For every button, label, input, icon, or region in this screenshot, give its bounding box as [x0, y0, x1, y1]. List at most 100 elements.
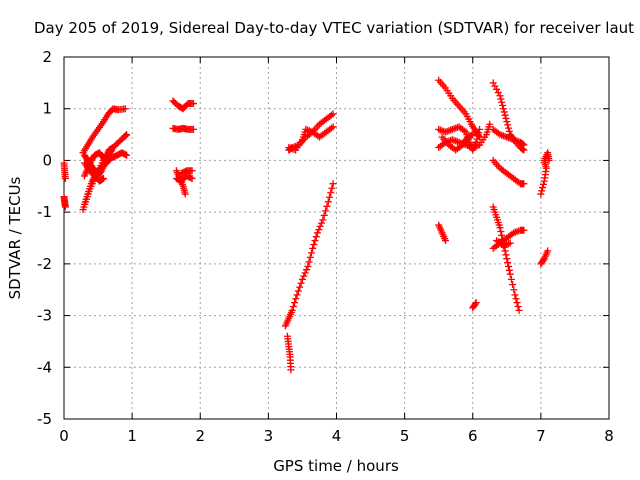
- data-point-marker: [329, 180, 337, 188]
- data-point-marker: [307, 249, 315, 257]
- data-point-marker: [507, 275, 515, 283]
- data-point-marker: [520, 141, 528, 149]
- data-point-marker: [497, 228, 505, 236]
- x-tick-label: 5: [400, 427, 410, 445]
- data-point-marker: [303, 266, 311, 274]
- grid: [64, 57, 609, 419]
- data-point-marker: [506, 270, 514, 278]
- data-point-marker: [502, 114, 510, 122]
- data-point-marker: [504, 259, 512, 267]
- data-point-marker: [181, 190, 189, 198]
- data-point-marker: [497, 95, 505, 103]
- data-point-marker: [545, 156, 553, 164]
- data-point-marker: [503, 118, 511, 126]
- data-point-marker: [538, 187, 546, 195]
- data-point-marker: [329, 110, 337, 118]
- data-point-marker: [501, 111, 509, 119]
- y-tick-label: 1: [42, 100, 52, 118]
- data-point-marker: [288, 306, 296, 314]
- x-tick-label: 2: [195, 427, 205, 445]
- x-axis-label: GPS time / hours: [273, 457, 399, 475]
- data-point-marker: [323, 202, 331, 210]
- data-point-marker: [475, 129, 483, 137]
- data-point-marker: [305, 258, 313, 266]
- data-point-marker: [496, 92, 504, 100]
- data-point-marker: [188, 175, 196, 183]
- data-point-marker: [316, 222, 324, 230]
- data-point-marker: [324, 198, 332, 206]
- data-point-marker: [318, 219, 326, 227]
- data-point-marker: [310, 240, 318, 248]
- data-point-marker: [511, 291, 519, 299]
- data-point-marker: [107, 147, 115, 155]
- data-point-marker: [515, 306, 523, 314]
- data-point-marker: [520, 180, 528, 188]
- y-tick-label: 0: [42, 151, 52, 169]
- y-tick-label: -1: [37, 203, 52, 221]
- x-tick-label: 0: [59, 427, 69, 445]
- x-tick-label: 6: [468, 427, 478, 445]
- data-point-marker: [498, 231, 506, 239]
- data-points: [60, 76, 553, 374]
- data-point-marker: [491, 82, 499, 90]
- data-point-marker: [513, 299, 521, 307]
- data-point-marker: [301, 269, 309, 277]
- data-point-marker: [123, 151, 131, 159]
- data-point-marker: [506, 239, 514, 247]
- y-tick-labels: -5 -4 -3 -2 -1 0 1 2: [37, 48, 52, 428]
- data-point-marker: [494, 89, 502, 97]
- data-point-marker: [312, 233, 320, 241]
- data-point-marker: [297, 279, 305, 287]
- data-point-marker: [504, 121, 512, 129]
- data-point-marker: [327, 189, 335, 197]
- data-point-marker: [486, 120, 494, 128]
- data-point-marker: [123, 131, 131, 139]
- y-tick-label: -4: [37, 358, 52, 376]
- data-point-marker: [505, 124, 513, 132]
- data-point-marker: [510, 286, 518, 294]
- data-point-marker: [319, 216, 327, 224]
- y-tick-label: -3: [37, 307, 52, 325]
- data-point-marker: [537, 190, 545, 198]
- data-point-marker: [322, 207, 330, 215]
- data-point-marker: [313, 229, 321, 237]
- data-point-marker: [329, 123, 337, 131]
- data-point-marker: [474, 132, 482, 140]
- data-point-marker: [469, 131, 477, 139]
- data-point-marker: [496, 224, 504, 232]
- data-point-marker: [442, 237, 449, 245]
- data-point-marker: [300, 272, 308, 280]
- data-point-marker: [505, 266, 513, 274]
- x-tick-label: 3: [264, 427, 274, 445]
- data-point-marker: [320, 211, 328, 219]
- chart-title: Day 205 of 2019, Sidereal Day-to-day VTE…: [34, 19, 634, 37]
- data-point-marker: [311, 237, 319, 245]
- data-point-marker: [188, 167, 196, 175]
- data-point-marker: [503, 255, 511, 263]
- x-tick-label: 7: [536, 427, 546, 445]
- data-point-marker: [189, 100, 197, 108]
- y-tick-label: -2: [37, 255, 52, 273]
- data-point-marker: [505, 262, 513, 270]
- data-point-marker: [291, 299, 299, 307]
- data-point-marker: [499, 101, 507, 109]
- data-point-marker: [473, 135, 481, 143]
- data-point-marker: [493, 85, 501, 93]
- data-point-marker: [293, 291, 301, 299]
- data-point-marker: [471, 300, 479, 308]
- data-point-marker: [108, 146, 116, 154]
- data-point-marker: [544, 247, 552, 255]
- data-point-marker: [472, 299, 480, 307]
- data-point-marker: [61, 175, 69, 183]
- data-point-marker: [512, 295, 520, 303]
- data-point-marker: [326, 193, 334, 201]
- data-point-marker: [102, 158, 110, 166]
- data-point-marker: [294, 287, 302, 295]
- data-point-marker: [328, 184, 336, 192]
- data-point-marker: [289, 303, 297, 311]
- data-point-marker: [304, 262, 312, 270]
- data-point-marker: [306, 253, 314, 261]
- x-tick-labels: 0 1 2 3 4 5 6 7 8: [59, 427, 614, 445]
- data-point-marker: [514, 303, 522, 311]
